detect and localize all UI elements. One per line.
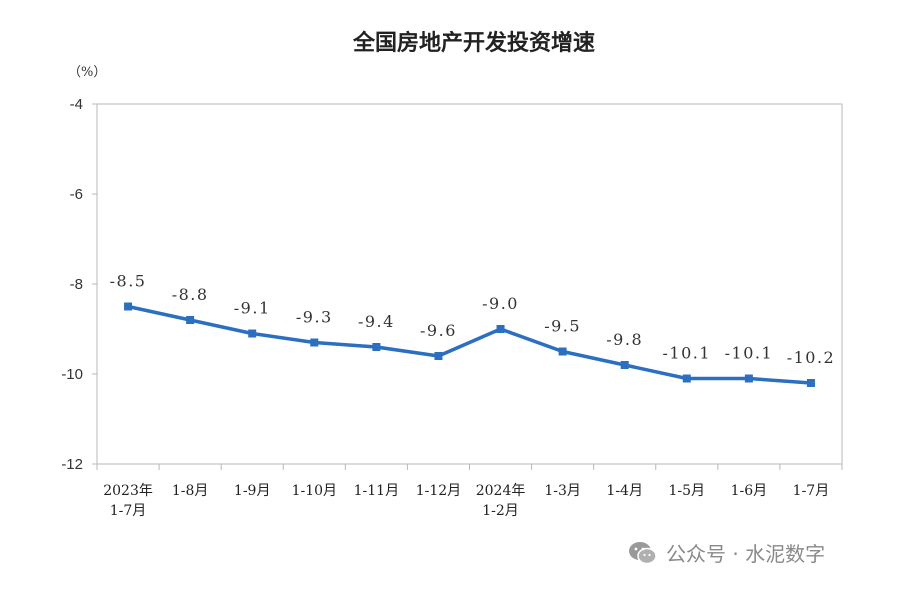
data-point (434, 352, 443, 360)
data-labels: -8.5 -8.8 -9.1 -9.3 -9.4 -9.6 -9.0 -9.5 -9.8 -10.… (110, 272, 836, 368)
data-label: -9.8 (606, 330, 643, 349)
data-label: -9.1 (234, 299, 271, 318)
y-tick-label: -4 (70, 96, 83, 113)
x-tick-label: 1-12月 (416, 483, 461, 499)
watermark: 公众号 · 水泥数字 (628, 538, 825, 567)
y-tick-label: -12 (61, 456, 83, 473)
data-label: -9.5 (544, 317, 581, 336)
series-line (127, 304, 812, 385)
y-tick-label: -10 (61, 366, 83, 383)
series-layer (124, 302, 815, 387)
x-tick-label: 2024年 1-2月 (476, 483, 526, 519)
data-point (248, 329, 257, 338)
data-label: -9.6 (420, 321, 457, 340)
y-axis-unit: （%） (68, 65, 106, 80)
data-label: -9.3 (296, 308, 333, 327)
y-tick-label: -8 (70, 276, 83, 293)
data-point (124, 302, 133, 311)
data-label: -10.1 (663, 344, 712, 363)
y-axis: -4 -6 -8 -10 -12 (61, 96, 97, 473)
data-label: -8.8 (172, 285, 209, 304)
y-tick-label: -6 (70, 186, 83, 203)
data-label: -9.0 (482, 294, 519, 313)
data-point (372, 343, 381, 351)
plot-frame (96, 103, 843, 465)
data-point (186, 316, 195, 324)
x-axis: 2023年 1-7月 1-8月 1-9月 1-10月 1-11月 1-12月 2024年 1-2… (96, 464, 843, 519)
x-tick-label: 1-11月 (354, 483, 399, 499)
x-tick-label: 1-9月 (234, 483, 271, 499)
wechat-icon (629, 541, 657, 564)
x-tick-label: 2023年 1-7月 (103, 483, 153, 519)
x-tick-label: 1-7月 (793, 483, 830, 499)
x-tick-label: 1-6月 (731, 483, 768, 499)
data-point (620, 361, 629, 369)
x-tick-label: 1-10月 (292, 483, 337, 499)
watermark-text: 公众号 · 水泥数字 (666, 542, 826, 566)
data-point (744, 374, 753, 383)
chart-title: 全国房地产开发投资增速 (352, 30, 595, 56)
data-label: -10.2 (787, 348, 836, 367)
data-point (310, 338, 319, 347)
data-point (682, 374, 691, 383)
x-tick-label: 1-8月 (172, 483, 209, 499)
x-tick-label: 1-3月 (544, 483, 581, 499)
data-point (496, 325, 505, 333)
data-point (806, 379, 815, 387)
data-point (558, 347, 567, 356)
data-label: -9.4 (358, 312, 395, 331)
data-label: -8.5 (110, 272, 147, 291)
x-tick-label: 1-5月 (669, 483, 706, 499)
x-tick-label: 1-4月 (606, 483, 643, 499)
data-label: -10.1 (725, 344, 774, 363)
